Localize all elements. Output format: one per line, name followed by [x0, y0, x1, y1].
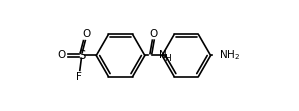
Text: H: H: [164, 54, 170, 63]
Text: O: O: [150, 29, 158, 39]
Text: O: O: [82, 29, 90, 39]
Text: NH$_2$: NH$_2$: [219, 49, 241, 62]
Text: S: S: [78, 49, 86, 62]
Text: O: O: [57, 51, 65, 60]
Text: F: F: [76, 72, 82, 82]
Text: N: N: [159, 50, 167, 60]
